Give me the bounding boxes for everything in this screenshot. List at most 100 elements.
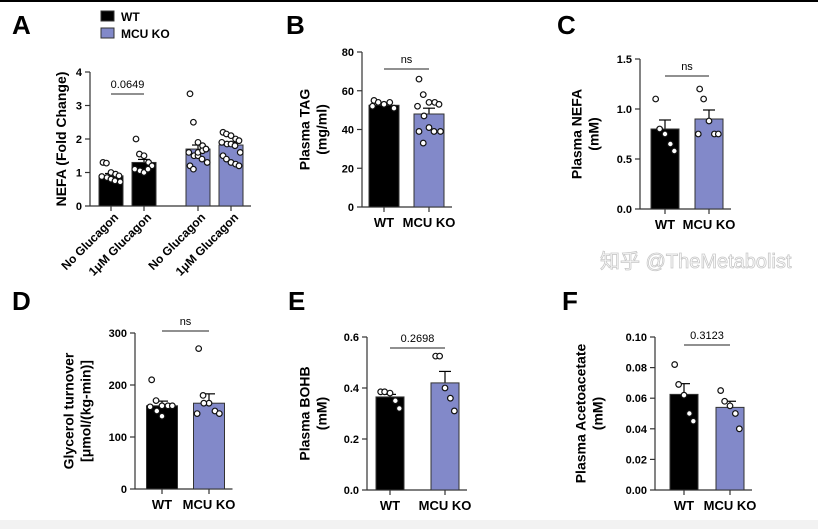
data-point xyxy=(227,132,235,140)
significance-label: 0.2698 xyxy=(401,333,435,345)
data-point xyxy=(717,387,725,394)
data-point xyxy=(450,407,458,415)
legend-label: MCU KO xyxy=(121,27,170,41)
x-tick-label: MCU KO xyxy=(403,215,456,230)
y-tick-label: 60 xyxy=(342,86,354,98)
data-point xyxy=(380,100,388,108)
panel-label: F xyxy=(562,286,578,316)
y-tick-label: 0.08 xyxy=(626,363,647,375)
data-point xyxy=(185,148,193,156)
data-point xyxy=(731,410,739,417)
data-point xyxy=(419,139,427,147)
y-tick-label: 0.2 xyxy=(344,434,359,446)
data-point xyxy=(195,345,203,353)
data-point xyxy=(390,104,398,112)
data-point xyxy=(420,112,428,120)
data-point xyxy=(189,165,197,173)
data-point xyxy=(235,162,243,170)
y-tick-label: 0.04 xyxy=(626,424,648,436)
y-tick-label: 3 xyxy=(76,101,82,113)
x-tick-label: MCU KO xyxy=(683,217,736,232)
panel-label: D xyxy=(12,286,31,316)
y-tick-label: 1 xyxy=(76,168,82,180)
y-tick-label: 300 xyxy=(109,328,127,340)
bar-mcu-ko xyxy=(430,382,460,491)
legend-swatch xyxy=(100,27,115,39)
panel-F: F 0.00 0.02 0.04 0.06 0.08 0.10 Plasma Acetoace… xyxy=(562,286,756,513)
data-point xyxy=(158,402,166,410)
y-tick-label: 0.0 xyxy=(344,485,359,497)
data-point xyxy=(696,85,704,93)
data-point xyxy=(102,159,110,167)
data-point xyxy=(386,98,394,106)
y-tick-label: 0.6 xyxy=(344,332,359,344)
y-axis-label: (mg/ml) xyxy=(314,104,330,155)
y-axis-label: (mM) xyxy=(590,397,606,430)
y-axis-label: Glycerol turnover xyxy=(61,352,77,469)
y-axis-label: [μmol/(kg-min)] xyxy=(78,360,94,462)
data-point xyxy=(236,148,244,156)
data-point xyxy=(415,128,423,135)
data-point xyxy=(222,155,230,163)
data-point xyxy=(395,405,403,412)
y-axis-label: Plasma TAG xyxy=(297,89,313,171)
data-point xyxy=(369,102,376,110)
significance-label: 0.0649 xyxy=(111,79,145,91)
y-tick-label: 2 xyxy=(76,134,82,146)
data-point xyxy=(419,91,427,99)
data-point xyxy=(425,124,433,131)
panel-label: E xyxy=(288,286,305,316)
top-border xyxy=(0,0,818,2)
watermark: 知乎 @TheMetabolist xyxy=(600,250,792,273)
data-point xyxy=(441,384,449,392)
x-tick-label: MCU KO xyxy=(183,497,236,512)
data-point xyxy=(158,412,166,420)
data-point xyxy=(436,352,444,360)
data-point xyxy=(721,397,729,405)
data-point xyxy=(153,407,161,415)
data-point xyxy=(152,397,160,405)
y-tick-label: 0.4 xyxy=(344,383,360,395)
data-point xyxy=(386,389,394,397)
significance-label: ns xyxy=(401,54,413,66)
data-point xyxy=(666,140,674,148)
data-point xyxy=(446,394,454,402)
y-tick-label: 0.10 xyxy=(626,332,647,344)
panel-B: B 0 20 40 60 80 Plasma TAG (mg/ml) WT MCU KO ns xyxy=(286,10,455,230)
data-point xyxy=(200,399,208,407)
y-tick-label: 40 xyxy=(342,125,354,137)
y-tick-label: 4 xyxy=(76,67,83,79)
data-point xyxy=(425,98,433,106)
data-point xyxy=(685,410,693,417)
x-tick-label: WT xyxy=(374,215,394,230)
y-tick-label: 0.5 xyxy=(617,154,632,166)
data-point xyxy=(202,145,210,153)
data-point xyxy=(689,417,697,425)
x-tick-label: WT xyxy=(674,498,694,513)
significance-label: 0.3123 xyxy=(690,330,724,342)
data-point xyxy=(193,410,201,418)
data-point xyxy=(670,147,678,155)
data-point xyxy=(189,118,197,126)
bar-wt xyxy=(650,128,680,210)
significance-label: ns xyxy=(180,316,192,328)
data-point xyxy=(705,117,713,125)
data-point xyxy=(430,128,438,135)
x-tick-label: MCU KO xyxy=(419,498,472,513)
y-tick-label: 1.5 xyxy=(617,54,632,66)
data-point xyxy=(215,410,223,418)
y-tick-label: 0.06 xyxy=(626,393,647,405)
y-tick-label: 0.0 xyxy=(617,204,632,216)
data-point xyxy=(194,138,202,146)
panel-label: C xyxy=(557,10,576,40)
y-axis-label: Plasma Acetoacetate xyxy=(573,344,589,484)
data-point xyxy=(714,130,722,138)
panel-E: E 0.0 0.2 0.4 0.6 Plasma BOHB (mM) WT MCU KO 0.26… xyxy=(288,286,471,513)
y-axis-label: (mM) xyxy=(586,117,602,150)
y-tick-label: 0.02 xyxy=(626,454,647,466)
data-point xyxy=(198,155,206,163)
data-point xyxy=(700,95,708,103)
data-point xyxy=(656,125,664,133)
